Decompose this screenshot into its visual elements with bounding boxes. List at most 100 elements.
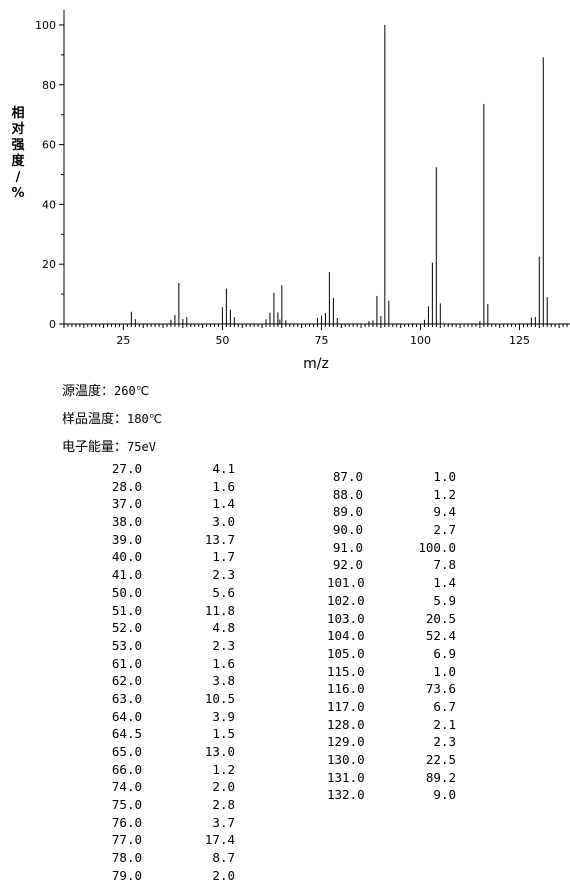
peak-abundance: 100.0: [418, 539, 456, 555]
peak-abundance: 10.5: [204, 690, 235, 706]
peak-abundance: 3.8: [212, 673, 235, 689]
peak-abundance: 2.0: [212, 867, 235, 883]
peak-abundance: 1.0: [433, 469, 456, 484]
peak-mz: 92.0: [332, 557, 363, 573]
peak-row: 88.0 1.2: [327, 486, 456, 504]
peak-table-left: 27.0 4.1 28.0 1.6 37.0 1.4 38.0 3.0 39.0 13.7 40.0…: [106, 460, 235, 885]
peak-mz: 103.0: [327, 610, 365, 626]
condition-value: 75eV: [127, 440, 156, 454]
peak-mz: 77.0: [111, 832, 142, 848]
peak-mz: 62.0: [111, 673, 142, 689]
peak-row: 132.0 9.0: [327, 786, 456, 804]
peak-abundance: 2.7: [433, 522, 456, 538]
peak-row: 117.0 6.7: [327, 698, 456, 716]
peak-row: 87.0 1.0: [327, 468, 456, 486]
peak-abundance: 9.0: [433, 787, 456, 803]
peak-abundance: 2.0: [212, 779, 235, 795]
peak-row: 27.0 4.1: [106, 460, 235, 478]
peak-abundance: 20.5: [425, 610, 456, 626]
peak-abundance: 13.7: [204, 531, 235, 547]
peak-row: 128.0 2.1: [327, 716, 456, 734]
peak-abundance: 5.9: [433, 592, 456, 608]
peak-abundance: 17.4: [204, 832, 235, 848]
peak-mz: 101.0: [327, 575, 365, 591]
peak-mz: 37.0: [111, 496, 142, 512]
peak-row: 65.0 13.0: [106, 743, 235, 761]
peak-row: 105.0 6.9: [327, 645, 456, 663]
peak-mz: 61.0: [111, 655, 142, 671]
peak-abundance: 2.3: [433, 734, 456, 750]
x-tick-label: 75: [314, 334, 328, 347]
peak-mz: 131.0: [327, 769, 365, 785]
peak-abundance: 2.3: [212, 567, 235, 583]
peak-abundance: 89.2: [425, 769, 456, 785]
peak-mz: 64.5: [111, 726, 142, 742]
peak-row: 103.0 20.5: [327, 610, 456, 628]
condition-value: 260℃: [114, 384, 150, 398]
peak-abundance: 3.0: [212, 514, 235, 530]
peak-mz: 132.0: [327, 787, 365, 803]
x-axis-label: m/z: [303, 356, 329, 372]
peak-row: 77.0 17.4: [106, 831, 235, 849]
peak-row: 116.0 73.6: [327, 680, 456, 698]
y-tick-label: 20: [42, 258, 56, 271]
peak-mz: 41.0: [111, 567, 142, 583]
peak-row: 90.0 2.7: [327, 521, 456, 539]
peak-abundance: 73.6: [425, 681, 456, 697]
peak-row: 51.0 11.8: [106, 602, 235, 620]
y-tick-label: 0: [49, 318, 56, 331]
x-tick-label: 100: [410, 334, 431, 347]
y-tick-label: 80: [42, 79, 56, 92]
peak-abundance: 1.7: [212, 549, 235, 565]
y-tick-label: 100: [35, 19, 56, 32]
peak-row: 89.0 9.4: [327, 503, 456, 521]
peak-row: 62.0 3.8: [106, 672, 235, 690]
peak-mz: 87.0: [332, 469, 363, 484]
peak-abundance: 1.0: [433, 663, 456, 679]
peak-mz: 65.0: [111, 744, 142, 759]
peak-mz: 40.0: [111, 549, 142, 565]
peak-mz: 53.0: [111, 637, 142, 653]
peak-abundance: 4.1: [212, 461, 235, 476]
peak-abundance: 13.0: [204, 744, 235, 759]
chart-axes: [63, 10, 570, 325]
peak-abundance: 3.7: [212, 814, 235, 830]
peak-row: 92.0 7.8: [327, 556, 456, 574]
peak-mz: 75.0: [111, 797, 142, 813]
peak-row: 115.0 1.0: [327, 663, 456, 681]
peak-mz: 128.0: [327, 716, 365, 732]
condition-0: 源温度：260℃: [62, 380, 149, 399]
peak-abundance: 1.4: [433, 575, 456, 591]
x-tick-label: 50: [215, 334, 229, 347]
y-axis-label-char: %: [11, 186, 24, 201]
peak-row: 74.0 2.0: [106, 778, 235, 796]
peak-mz: 129.0: [327, 734, 365, 750]
peak-mz: 74.0: [111, 779, 142, 795]
y-axis-label-char: 强: [11, 138, 24, 153]
chart-ticks: 25 50 75 100 125 0 20 40 60 80 100: [35, 19, 568, 347]
peak-abundance: 7.8: [433, 557, 456, 573]
condition-value: 180℃: [127, 412, 163, 426]
peak-abundance: 1.5: [212, 726, 235, 742]
peak-row: 40.0 1.7: [106, 548, 235, 566]
peak-abundance: 1.4: [212, 496, 235, 512]
peak-row: 131.0 89.2: [327, 769, 456, 787]
peak-abundance: 11.8: [204, 602, 235, 618]
x-tick-label: 125: [509, 334, 530, 347]
peak-row: 28.0 1.6: [106, 478, 235, 496]
y-tick-label: 40: [42, 198, 56, 211]
condition-label: 电子能量：: [62, 440, 128, 455]
peak-row: 64.5 1.5: [106, 725, 235, 743]
peak-row: 41.0 2.3: [106, 566, 235, 584]
peak-row: 52.0 4.8: [106, 619, 235, 637]
peak-abundance: 9.4: [433, 504, 456, 520]
peak-mz: 115.0: [327, 663, 365, 679]
condition-1: 样品温度：180℃: [62, 408, 162, 427]
peak-abundance: 6.9: [433, 645, 456, 661]
peak-row: 53.0 2.3: [106, 637, 235, 655]
peak-row: 66.0 1.2: [106, 761, 235, 779]
peak-abundance: 8.7: [212, 850, 235, 866]
peak-mz: 66.0: [111, 761, 142, 777]
condition-2: 电子能量：75eV: [62, 436, 156, 455]
